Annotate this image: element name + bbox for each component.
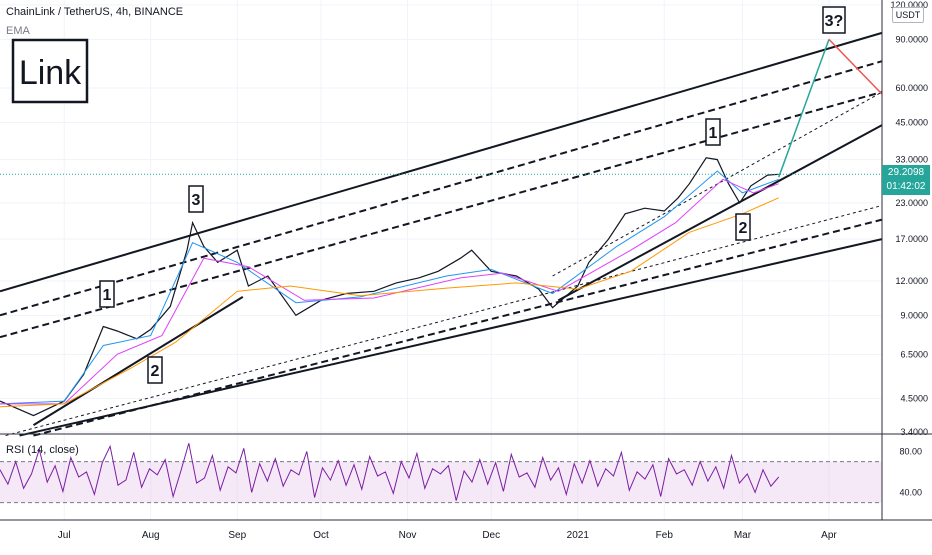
last-price-label: 29.2098 01:42:02 [882, 165, 930, 196]
price-line [0, 157, 779, 417]
channel-line [19, 238, 883, 437]
rsi-tick-label: 40.00 [899, 487, 922, 497]
logo-text: Link [19, 54, 82, 92]
y-tick-label: 17.0000 [895, 234, 928, 244]
x-tick-label: Apr [821, 530, 837, 541]
axes: 120.0000 90.0000 60.0000 45.0000 33.0000 23.0… [0, 0, 932, 541]
y-tick-label: 33.0000 [895, 155, 928, 165]
y-tick-label: 3.4000 [900, 427, 928, 437]
channel-line [5, 205, 883, 437]
last-price-value: 29.2098 [887, 167, 925, 179]
wave-label: 1 [709, 125, 718, 142]
ema-line [0, 178, 779, 405]
x-tick-label: Sep [228, 530, 246, 541]
wave-box [147, 356, 163, 384]
wave-label: 2 [739, 220, 748, 237]
projection-line [778, 39, 830, 178]
ema-line [0, 170, 779, 405]
channel-line [0, 91, 883, 339]
channel-line [0, 60, 883, 317]
x-tick-label: Jul [58, 530, 71, 541]
channel-lines [0, 31, 883, 437]
currency-badge[interactable]: USDT [892, 7, 924, 23]
y-tick-label: 120.0000 [890, 0, 928, 10]
wave-box [735, 213, 751, 241]
y-tick-label: 12.0000 [895, 276, 928, 286]
rsi-pane: 80.00 40.00 [0, 443, 922, 504]
x-tick-label: Nov [399, 530, 417, 541]
x-tick-label: Oct [313, 530, 329, 541]
wave-label: 2 [151, 363, 160, 380]
indicator-label: EMA [6, 25, 30, 37]
y-tick-label: 4.5000 [900, 393, 928, 403]
rsi-line [0, 443, 780, 501]
x-tick-label: Mar [734, 530, 752, 541]
wave-label: 3? [825, 13, 844, 30]
rsi-label: RSI (14, close) [6, 444, 79, 456]
bar-countdown: 01:42:02 [886, 181, 926, 193]
x-tick-label: Dec [482, 530, 500, 541]
symbol-title: ChainLink / TetherUS, 4h, BINANCE [6, 6, 184, 18]
x-tick-label: Aug [142, 530, 160, 541]
wave-label: 3 [192, 192, 201, 209]
y-tick-label: 6.5000 [900, 349, 928, 359]
price-series [0, 157, 882, 417]
channel-line [32, 296, 244, 427]
x-tick-label: 2021 [567, 530, 590, 541]
y-tick-label: 23.0000 [895, 198, 928, 208]
wave-labels: 1 2 3 1 2 3? Link [11, 6, 846, 384]
wave-box [705, 118, 721, 146]
y-tick-label: 60.0000 [895, 83, 928, 93]
x-tick-label: Feb [656, 530, 674, 541]
y-tick-label: 45.0000 [895, 117, 928, 127]
channel-line [33, 218, 883, 437]
gridlines [0, 0, 882, 520]
logo-box [11, 38, 89, 104]
projection-arrows [778, 38, 883, 178]
rsi-tick-label: 80.00 [899, 446, 922, 456]
wave-box [99, 280, 115, 308]
y-tick-label: 9.0000 [900, 310, 928, 320]
channel-line [557, 124, 883, 302]
rsi-band [0, 461, 882, 503]
wave-label: 1 [103, 287, 112, 304]
channel-line [0, 31, 883, 293]
projection-line [828, 38, 883, 95]
wave-box [822, 6, 846, 34]
y-tick-label: 90.0000 [895, 34, 928, 44]
wave-box [188, 185, 204, 213]
ema-line [0, 197, 779, 408]
